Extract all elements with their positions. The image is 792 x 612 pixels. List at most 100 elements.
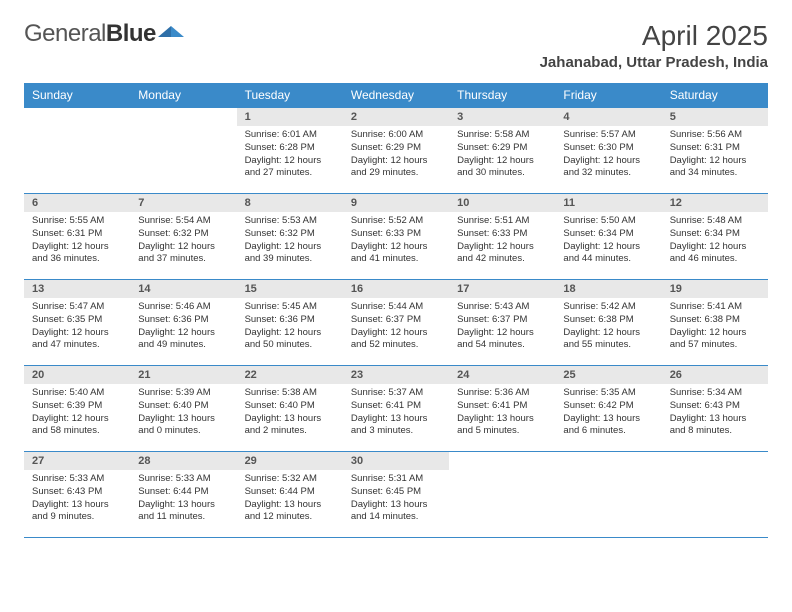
day-body: Sunrise: 5:47 AMSunset: 6:35 PMDaylight:… [24,298,130,356]
calendar-cell: 14Sunrise: 5:46 AMSunset: 6:36 PMDayligh… [130,280,236,366]
sunset-line: Sunset: 6:43 PM [32,486,122,499]
day-body: Sunrise: 5:57 AMSunset: 6:30 PMDaylight:… [555,126,661,184]
calendar-cell: 1Sunrise: 6:01 AMSunset: 6:28 PMDaylight… [237,108,343,194]
day-number: 28 [130,452,236,470]
sunset-line: Sunset: 6:44 PM [138,486,228,499]
day-number: 29 [237,452,343,470]
sunset-line: Sunset: 6:45 PM [351,486,441,499]
calendar-row: 1Sunrise: 6:01 AMSunset: 6:28 PMDaylight… [24,108,768,194]
day-number: 2 [343,108,449,126]
sunrise-line: Sunrise: 5:31 AM [351,473,441,486]
day-body: Sunrise: 6:00 AMSunset: 6:29 PMDaylight:… [343,126,449,184]
daylight-line: Daylight: 12 hours and 39 minutes. [245,241,335,267]
day-number: 11 [555,194,661,212]
daylight-line: Daylight: 12 hours and 46 minutes. [670,241,760,267]
daylight-line: Daylight: 12 hours and 27 minutes. [245,155,335,181]
day-body: Sunrise: 5:50 AMSunset: 6:34 PMDaylight:… [555,212,661,270]
day-number: 19 [662,280,768,298]
calendar-cell: 12Sunrise: 5:48 AMSunset: 6:34 PMDayligh… [662,194,768,280]
daylight-line: Daylight: 12 hours and 49 minutes. [138,327,228,353]
sunrise-line: Sunrise: 5:37 AM [351,387,441,400]
day-body: Sunrise: 5:41 AMSunset: 6:38 PMDaylight:… [662,298,768,356]
logo: GeneralBlue [24,20,184,48]
day-body: Sunrise: 5:33 AMSunset: 6:44 PMDaylight:… [130,470,236,528]
sunrise-line: Sunrise: 5:41 AM [670,301,760,314]
sunrise-line: Sunrise: 5:39 AM [138,387,228,400]
day-body: Sunrise: 5:46 AMSunset: 6:36 PMDaylight:… [130,298,236,356]
daylight-line: Daylight: 12 hours and 47 minutes. [32,327,122,353]
calendar-cell: 10Sunrise: 5:51 AMSunset: 6:33 PMDayligh… [449,194,555,280]
logo-icon [158,23,184,46]
sunrise-line: Sunrise: 6:00 AM [351,129,441,142]
sunset-line: Sunset: 6:35 PM [32,314,122,327]
daylight-line: Daylight: 12 hours and 58 minutes. [32,413,122,439]
calendar-cell: 15Sunrise: 5:45 AMSunset: 6:36 PMDayligh… [237,280,343,366]
daylight-line: Daylight: 12 hours and 54 minutes. [457,327,547,353]
sunrise-line: Sunrise: 5:57 AM [563,129,653,142]
calendar-cell: 26Sunrise: 5:34 AMSunset: 6:43 PMDayligh… [662,366,768,452]
calendar-cell: 7Sunrise: 5:54 AMSunset: 6:32 PMDaylight… [130,194,236,280]
sunset-line: Sunset: 6:30 PM [563,142,653,155]
calendar-row: 20Sunrise: 5:40 AMSunset: 6:39 PMDayligh… [24,366,768,452]
calendar-cell [555,452,661,538]
calendar-cell: 20Sunrise: 5:40 AMSunset: 6:39 PMDayligh… [24,366,130,452]
calendar-row: 13Sunrise: 5:47 AMSunset: 6:35 PMDayligh… [24,280,768,366]
day-body: Sunrise: 5:38 AMSunset: 6:40 PMDaylight:… [237,384,343,442]
sunrise-line: Sunrise: 5:58 AM [457,129,547,142]
calendar-cell: 5Sunrise: 5:56 AMSunset: 6:31 PMDaylight… [662,108,768,194]
sunrise-line: Sunrise: 5:46 AM [138,301,228,314]
sunset-line: Sunset: 6:40 PM [138,400,228,413]
day-body: Sunrise: 5:54 AMSunset: 6:32 PMDaylight:… [130,212,236,270]
sunset-line: Sunset: 6:38 PM [670,314,760,327]
day-number: 9 [343,194,449,212]
day-body: Sunrise: 5:34 AMSunset: 6:43 PMDaylight:… [662,384,768,442]
daylight-line: Daylight: 12 hours and 42 minutes. [457,241,547,267]
day-number: 18 [555,280,661,298]
calendar-cell: 23Sunrise: 5:37 AMSunset: 6:41 PMDayligh… [343,366,449,452]
day-number: 30 [343,452,449,470]
calendar-cell: 9Sunrise: 5:52 AMSunset: 6:33 PMDaylight… [343,194,449,280]
sunrise-line: Sunrise: 5:54 AM [138,215,228,228]
sunset-line: Sunset: 6:42 PM [563,400,653,413]
sunset-line: Sunset: 6:39 PM [32,400,122,413]
daylight-line: Daylight: 13 hours and 9 minutes. [32,499,122,525]
day-number: 10 [449,194,555,212]
daylight-line: Daylight: 12 hours and 37 minutes. [138,241,228,267]
day-number: 1 [237,108,343,126]
sunset-line: Sunset: 6:31 PM [32,228,122,241]
sunset-line: Sunset: 6:34 PM [670,228,760,241]
daylight-line: Daylight: 13 hours and 12 minutes. [245,499,335,525]
calendar-cell [130,108,236,194]
sunrise-line: Sunrise: 5:48 AM [670,215,760,228]
day-number: 21 [130,366,236,384]
day-body: Sunrise: 5:35 AMSunset: 6:42 PMDaylight:… [555,384,661,442]
day-number: 17 [449,280,555,298]
daylight-line: Daylight: 13 hours and 5 minutes. [457,413,547,439]
title-block: April 2025 Jahanabad, Uttar Pradesh, Ind… [540,20,768,71]
daylight-line: Daylight: 13 hours and 8 minutes. [670,413,760,439]
calendar-cell: 28Sunrise: 5:33 AMSunset: 6:44 PMDayligh… [130,452,236,538]
calendar-cell: 30Sunrise: 5:31 AMSunset: 6:45 PMDayligh… [343,452,449,538]
calendar-cell: 18Sunrise: 5:42 AMSunset: 6:38 PMDayligh… [555,280,661,366]
sunrise-line: Sunrise: 5:47 AM [32,301,122,314]
sunrise-line: Sunrise: 6:01 AM [245,129,335,142]
daylight-line: Daylight: 12 hours and 52 minutes. [351,327,441,353]
sunrise-line: Sunrise: 5:38 AM [245,387,335,400]
weekday-header: Tuesday [237,83,343,108]
day-number: 5 [662,108,768,126]
daylight-line: Daylight: 12 hours and 55 minutes. [563,327,653,353]
calendar-cell: 13Sunrise: 5:47 AMSunset: 6:35 PMDayligh… [24,280,130,366]
calendar-cell [449,452,555,538]
sunrise-line: Sunrise: 5:45 AM [245,301,335,314]
sunset-line: Sunset: 6:37 PM [457,314,547,327]
calendar-body: 1Sunrise: 6:01 AMSunset: 6:28 PMDaylight… [24,108,768,538]
day-body: Sunrise: 5:45 AMSunset: 6:36 PMDaylight:… [237,298,343,356]
day-body: Sunrise: 5:33 AMSunset: 6:43 PMDaylight:… [24,470,130,528]
calendar-cell: 16Sunrise: 5:44 AMSunset: 6:37 PMDayligh… [343,280,449,366]
sunset-line: Sunset: 6:29 PM [457,142,547,155]
sunset-line: Sunset: 6:36 PM [138,314,228,327]
calendar-cell: 17Sunrise: 5:43 AMSunset: 6:37 PMDayligh… [449,280,555,366]
sunset-line: Sunset: 6:29 PM [351,142,441,155]
calendar-cell: 11Sunrise: 5:50 AMSunset: 6:34 PMDayligh… [555,194,661,280]
day-number: 26 [662,366,768,384]
